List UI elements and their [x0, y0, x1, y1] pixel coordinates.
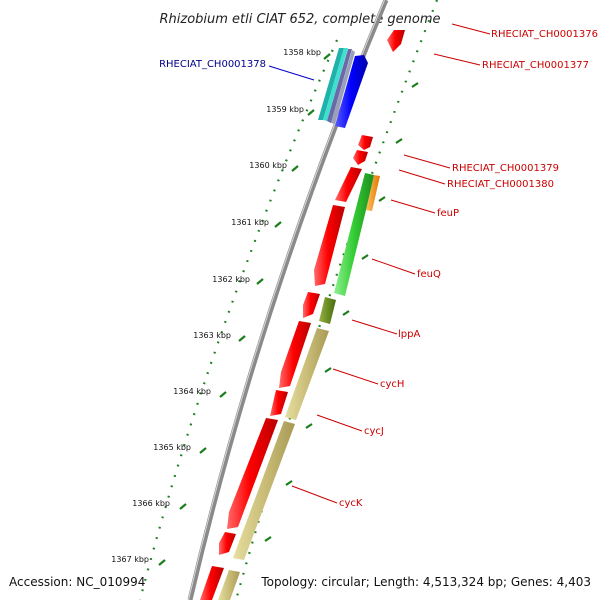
tick-marks-left [158, 53, 331, 566]
gene-label[interactable]: RHECIAT_CH0001376 [491, 29, 598, 40]
gene-arrow-red-c[interactable] [303, 292, 320, 318]
gene-khaki-tail[interactable] [218, 570, 240, 600]
gene-feuQ[interactable] [334, 173, 374, 296]
gene-labels: RHECIAT_CH0001376 RHECIAT_CH0001377 RHEC… [159, 29, 598, 509]
gene-lppA[interactable] [319, 297, 336, 324]
gene-block-rheciat-ch0001378[interactable] [318, 48, 368, 128]
gene-label[interactable]: cycK [339, 498, 363, 509]
gene-arrow-rheciat-ch0001376[interactable] [387, 30, 405, 52]
gene-cycH[interactable] [285, 328, 329, 420]
topology-text: Topology: circular; Length: 4,513,324 bp… [260, 575, 591, 589]
gene-label[interactable]: feuQ [417, 269, 441, 280]
tick-arc-left [138, 39, 339, 600]
gene-arrow-rheciat-ch0001380[interactable] [353, 150, 368, 165]
tick-labels: 1358 kbp 1359 kbp 1360 kbp 1361 kbp 1362… [111, 48, 321, 564]
gene-arrow-red-d[interactable] [279, 321, 311, 388]
tick-label: 1367 kbp [111, 555, 149, 564]
tick-label: 1360 kbp [249, 161, 287, 170]
gene-label[interactable]: feuP [437, 208, 459, 219]
accession-text: Accession: NC_010994 [9, 575, 145, 589]
tick-marks-right [264, 82, 419, 542]
gene-label[interactable]: RHECIAT_CH0001378 [159, 59, 266, 70]
gene-label[interactable]: RHECIAT_CH0001379 [452, 163, 559, 174]
gene-arrow-red-b[interactable] [314, 205, 345, 286]
gene-arrow-red-g[interactable] [219, 532, 236, 555]
gene-arrow-red-f[interactable] [227, 418, 278, 529]
genome-title: Rhizobium etli CIAT 652, complete genome [160, 12, 441, 27]
gene-arrow-red-h[interactable] [200, 566, 224, 600]
gene-label[interactable]: RHECIAT_CH0001380 [447, 179, 554, 190]
gene-cycJK[interactable] [233, 421, 295, 560]
gene-arrow-rheciat-ch0001379[interactable] [358, 135, 373, 150]
tick-label: 1364 kbp [173, 387, 211, 396]
tick-label: 1366 kbp [132, 499, 170, 508]
tick-label: 1361 kbp [231, 218, 269, 227]
gene-arrow-red-e[interactable] [270, 390, 288, 416]
gene-feuP[interactable] [366, 175, 380, 211]
tick-label: 1358 kbp [283, 48, 321, 57]
tick-label: 1365 kbp [153, 443, 191, 452]
gene-label[interactable]: cycH [380, 379, 404, 390]
tick-label: 1362 kbp [212, 275, 250, 284]
leader-lines [268, 23, 491, 504]
tick-label: 1363 kbp [193, 331, 231, 340]
gene-label[interactable]: cycJ [364, 426, 384, 437]
tick-label: 1359 kbp [266, 105, 304, 114]
gene-label[interactable]: RHECIAT_CH0001377 [482, 60, 589, 71]
gene-arrow-red-a[interactable] [335, 167, 362, 202]
gene-label[interactable]: lppA [398, 329, 420, 340]
